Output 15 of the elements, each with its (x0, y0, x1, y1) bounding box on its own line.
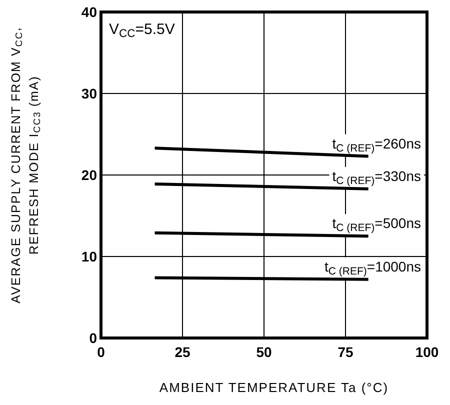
series-label: t$_{C (REF)}$=260ns (332, 135, 421, 154)
y-tick-label: 40 (81, 4, 98, 20)
y-tick-label: 10 (81, 248, 98, 264)
series-label: t$_{C (REF)}$=330ns (332, 168, 421, 187)
series-label: t$_{C (REF)}$=1000ns (324, 258, 421, 278)
x-tick-label: 75 (338, 344, 354, 360)
y-tick-label: 0 (89, 330, 98, 346)
x-tick-label: 100 (415, 344, 439, 360)
y-tick-label: 30 (81, 86, 98, 102)
x-axis-title: AMBIENT TEMPERATURE Ta (°C) (159, 380, 389, 395)
annotation: V$_{CC}$=5.5V (109, 21, 175, 40)
series-label: t$_{C (REF)}$=500ns (332, 215, 421, 234)
x-tick-label: 25 (174, 344, 190, 360)
y-tick-label: 20 (81, 167, 98, 183)
x-tick-label: 50 (256, 344, 272, 360)
